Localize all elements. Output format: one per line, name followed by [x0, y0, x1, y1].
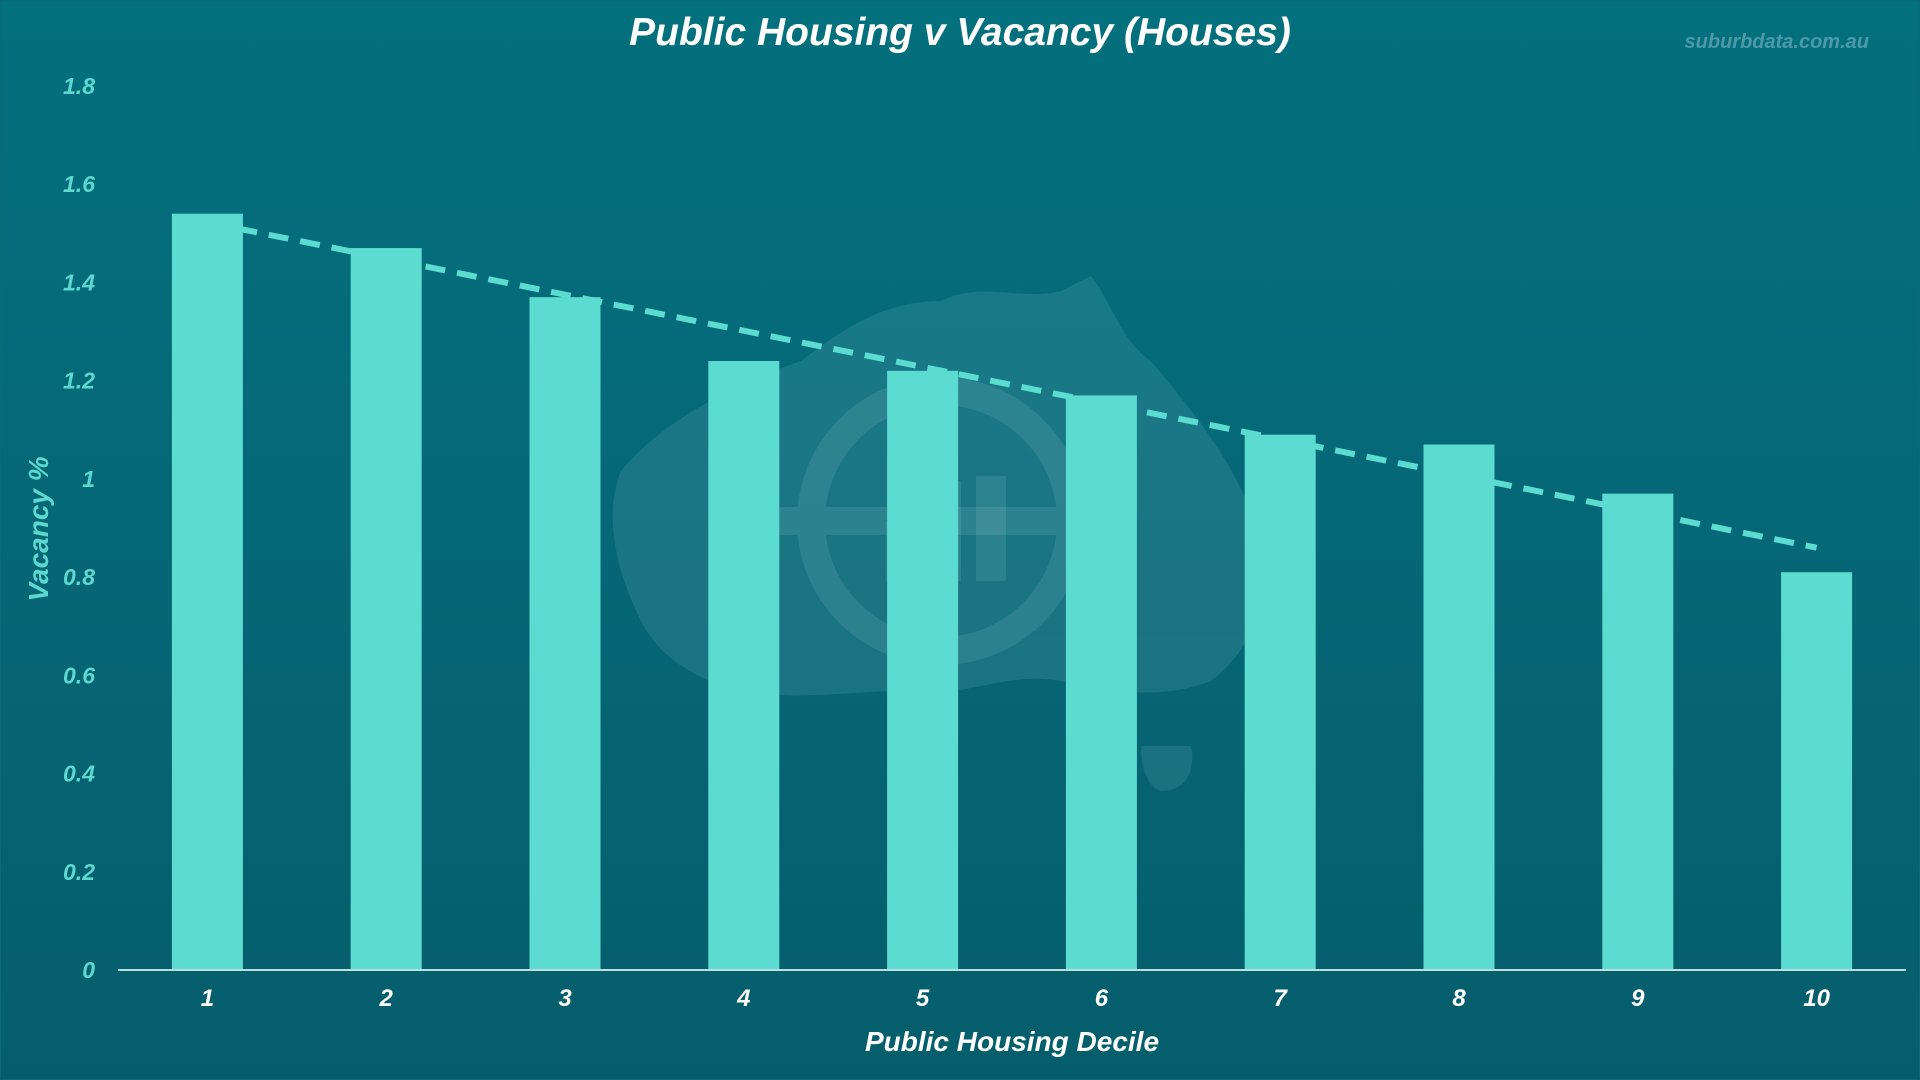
bar-10 [1781, 572, 1853, 970]
x-axis-title: Public Housing Decile [864, 1026, 1160, 1057]
x-tick-label: 4 [736, 985, 750, 1012]
x-tick-label: 8 [1452, 985, 1466, 1012]
y-tick-label: 1.4 [63, 269, 95, 295]
x-tick-label: 9 [1631, 985, 1645, 1012]
x-tick-label: 6 [1095, 985, 1109, 1012]
bar-9 [1602, 493, 1674, 970]
bar-2 [350, 248, 422, 971]
x-tick-label: 10 [1803, 985, 1830, 1012]
bar-7 [1244, 434, 1316, 970]
bar-1 [171, 213, 243, 970]
y-tick-label: 0.6 [63, 662, 95, 688]
y-tick-label: 1 [82, 466, 95, 492]
x-axis-ticks: 1 2 3 4 5 6 7 8 9 10 [201, 985, 1831, 1012]
x-tick-label: 3 [558, 985, 572, 1012]
y-tick-label: 1.8 [63, 73, 95, 99]
chart-title: Public Housing v Vacancy (Houses) [629, 11, 1291, 54]
bar-3 [529, 297, 601, 971]
trendline [236, 225, 1818, 551]
bar-8 [1423, 444, 1495, 970]
bar-6 [1065, 395, 1137, 970]
x-tick-label: 5 [916, 985, 930, 1012]
y-axis-ticks: 0 0.2 0.4 0.6 0.8 1 1.2 1.4 1.6 1.8 [63, 73, 95, 983]
x-tick-label: 1 [201, 985, 214, 1012]
x-tick-label: 2 [379, 985, 394, 1012]
watermark-text: suburbdata.com.au [1684, 31, 1869, 53]
x-tick-label: 7 [1274, 985, 1289, 1012]
y-tick-label: 1.6 [63, 171, 95, 197]
y-tick-label: 1.2 [63, 368, 95, 394]
bar-4 [708, 361, 780, 970]
y-tick-label: 0 [82, 957, 95, 983]
y-tick-label: 0.2 [63, 859, 95, 885]
bar-5 [887, 370, 959, 970]
y-tick-label: 0.8 [63, 564, 95, 590]
y-tick-label: 0.4 [63, 761, 95, 787]
y-axis-title: Vacancy % [23, 456, 54, 602]
bars-group [171, 213, 1853, 971]
